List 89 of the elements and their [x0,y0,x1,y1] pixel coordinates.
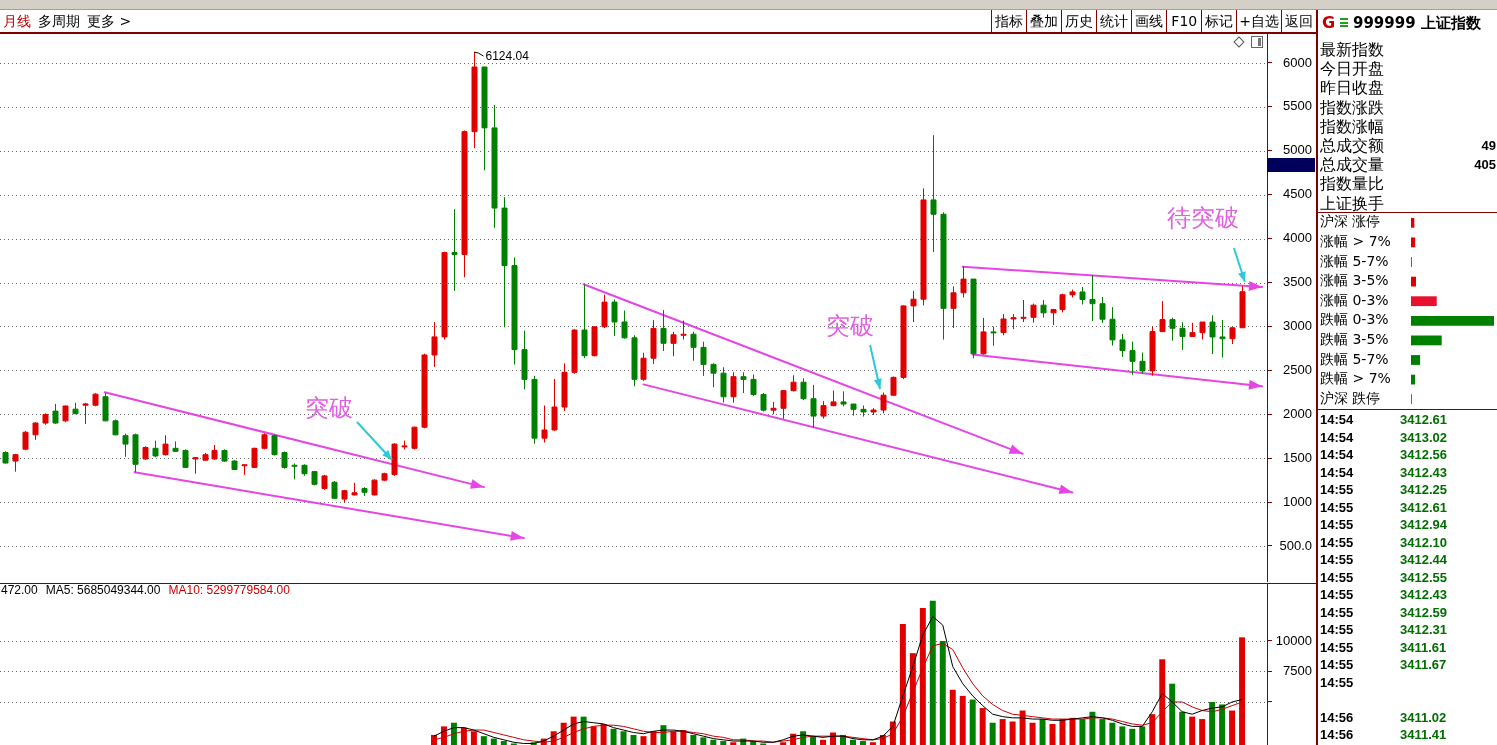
text: 多周期 [38,12,80,30]
toolbar-button: 历史 [1061,10,1097,32]
category-label: 14:54 [1320,464,1354,481]
y-tick-label: 7500 [1283,663,1312,679]
toolbar-button: 指标 [991,10,1027,32]
category-label: 14:56 [1320,727,1354,743]
data-label: 3412.25 [1400,482,1447,498]
category-label: 14:55 [1320,639,1354,656]
category-label: 14:54 [1320,412,1354,428]
data-label: 3412.55 [1400,569,1447,586]
category-label: 14:55 [1320,569,1354,586]
y-tick-label: 5000 [1283,142,1312,158]
text: 最新指数 [1320,40,1384,59]
y-tick-label: 跌幅 0-3% [1320,311,1389,328]
text: 昨日收盘 [1320,78,1384,98]
y-tick-label: 涨幅 > 7% [1320,233,1391,250]
data-label: 3412.61 [1400,499,1447,516]
toolbar-button: 叠加 [1026,10,1062,32]
text: 今日开盘 [1320,59,1384,79]
text: 999999 上证指数 [1353,14,1481,32]
toolbar-button: F10 [1166,10,1202,32]
y-tick-label: 4000 [1283,230,1312,246]
data-label: 3412.43 [1400,464,1447,481]
data-label: 3412.56 [1400,447,1447,463]
data-label: 3411.61 [1400,639,1447,656]
annotation: 6124.04 [485,49,530,64]
category-label: 14:55 [1320,534,1354,551]
text: 总成交额 [1320,136,1384,155]
y-tick-label: 沪深 涨停 [1320,213,1381,230]
toolbar-button: 标记 [1201,10,1237,32]
toolbar-button: 返回 [1281,10,1316,32]
y-tick-label: 3000 [1283,318,1312,334]
category-label: 14:55 [1320,674,1354,691]
text: 指数涨幅 [1320,116,1384,136]
annotation: 472.00 [1,583,39,598]
y-tick-label: 10000 [1275,632,1312,648]
y-tick-label: 跌幅 5-7% [1320,350,1389,367]
text: MA10: 5299779584.00 [168,583,291,598]
text: 405 [1474,156,1496,175]
y-tick-label: 5500 [1283,98,1312,114]
text: 49 [1481,137,1496,155]
y-tick-label: 2500 [1283,361,1312,377]
text: 指数涨跌 [1320,97,1384,117]
category-label: 14:55 [1320,482,1354,498]
data-label: 3413.02 [1400,429,1447,446]
toolbar-button: 统计 [1096,10,1132,32]
toolbar-button: +自选 [1236,10,1281,32]
category-label: 14:55 [1320,657,1354,673]
data-label: 3411.02 [1400,709,1447,726]
data-label: 3412.43 [1400,587,1447,603]
category-label: 14:55 [1320,622,1354,638]
text: G [1322,13,1336,32]
data-label: 3411.41 [1400,727,1447,743]
y-tick-label: 涨幅 5-7% [1320,252,1389,269]
y-tick-label: 沪深 跌停 [1320,389,1381,406]
text: 总成交量 [1320,155,1384,175]
data-label: 3412.10 [1400,534,1447,551]
y-tick-label: 跌幅 > 7% [1320,370,1391,387]
data-label: 3412.59 [1400,604,1447,621]
data-label: 3412.61 [1400,412,1447,428]
category-label: 14:55 [1320,499,1354,516]
data-label: 3411.67 [1400,657,1447,673]
category-label: 14:54 [1320,429,1354,446]
y-tick-label: 1500 [1283,449,1312,465]
text: 更多 > [87,12,132,30]
category-label: 14:55 [1320,517,1354,533]
annotation: 待突破 [1166,204,1239,233]
y-tick-label: 3500 [1283,274,1312,290]
y-tick-label: 1000 [1283,493,1312,509]
data-label: 3412.31 [1400,622,1447,638]
text: 月线 [3,12,31,30]
category-label: 14:55 [1320,552,1354,568]
y-tick-label: 2000 [1283,405,1312,421]
y-tick-label: 涨幅 0-3% [1320,291,1389,308]
y-tick-label: 6000 [1283,54,1312,70]
y-tick-label: 4500 [1283,186,1312,202]
text: 指数量比 [1320,174,1384,194]
text: 上证换手 [1320,193,1384,213]
toolbar-button: 画线 [1131,10,1167,32]
category-label: 14:55 [1320,604,1354,621]
data-label: 3412.44 [1400,552,1447,568]
category-label: 14:54 [1320,447,1354,463]
y-tick-label: 涨幅 3-5% [1320,272,1389,289]
text: MA5: 5685049344.00 [45,583,161,598]
category-label: 14:55 [1320,587,1354,603]
y-tick-label: 跌幅 3-5% [1320,331,1389,348]
y-tick-label: 500.0 [1279,537,1312,553]
category-label: 14:56 [1320,709,1354,726]
data-label: 3412.94 [1400,517,1447,533]
